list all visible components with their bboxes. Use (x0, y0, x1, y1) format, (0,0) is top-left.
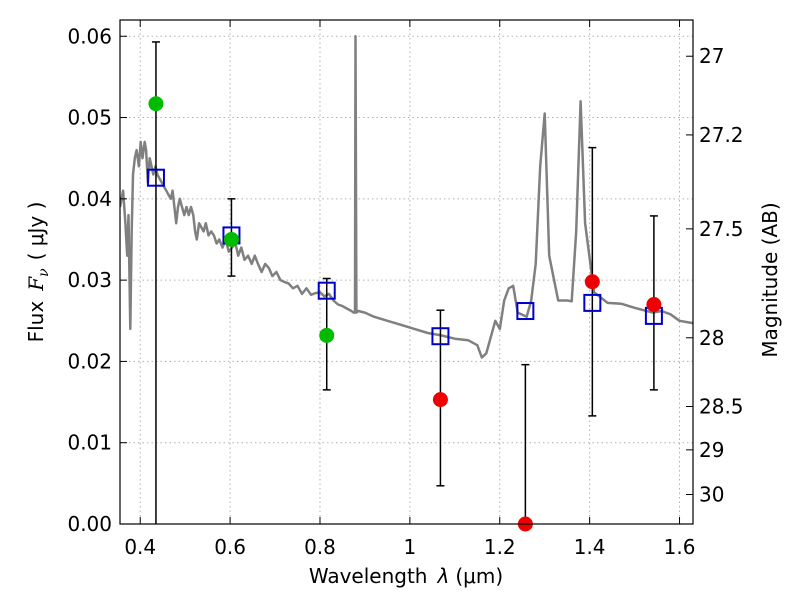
y-tick-label: 0.04 (67, 187, 112, 211)
plot-frame (119, 19, 694, 525)
y-tick-label: 0.06 (67, 24, 112, 48)
detection-point (148, 96, 164, 112)
x-tick-label: 1.6 (664, 535, 696, 559)
y-tick-label: 0.01 (67, 431, 112, 455)
y2-tick-label: 29 (699, 438, 724, 462)
x-tick-label: 0.6 (214, 535, 246, 559)
x-tick-label: 1 (404, 535, 417, 559)
x-axis-label: Wavelength λ (μm) (309, 564, 503, 588)
y2-tick-label: 30 (699, 482, 724, 506)
model-point (146, 168, 165, 187)
model-point (317, 281, 336, 300)
detection-point (319, 327, 335, 343)
y2-tick-label: 28 (699, 326, 724, 350)
x-tick-label: 0.4 (124, 535, 156, 559)
y2-tick-label: 27.5 (699, 217, 744, 241)
model-point (431, 327, 450, 346)
upper-limit-point (432, 392, 448, 408)
observed-points-layer (148, 96, 662, 532)
x-tick-label: 1.4 (574, 535, 606, 559)
y2-tick-label: 27.2 (699, 123, 744, 147)
ticks: 0.4 0.6 0.8 1 1.2 1.4 1.6 0.00 0.01 0.02 0.03 0.04 0… (67, 20, 744, 559)
grid (120, 20, 693, 525)
upper-limit-point (646, 297, 662, 313)
x-tick-label: 0.8 (304, 535, 336, 559)
y2-tick-label: 28.5 (699, 394, 744, 418)
sed-curve-line (120, 35, 693, 359)
model-point (516, 302, 535, 321)
y2-tick-label: 27 (699, 44, 724, 68)
sed-curve-layer (120, 35, 693, 359)
detection-point (223, 231, 239, 247)
x-tick-label: 1.2 (484, 535, 516, 559)
y2-axis-label: Magnitude (AB) (758, 202, 782, 357)
model-point (583, 293, 602, 312)
y-tick-label: 0.03 (67, 268, 112, 292)
y-tick-label: 0.02 (67, 349, 112, 373)
model-points-layer (146, 168, 663, 346)
upper-limit-point (584, 274, 600, 290)
y-axis-label: FluxFν( μJy ) (24, 202, 52, 343)
y-tick-label: 0.00 (67, 512, 112, 536)
y-tick-label: 0.05 (67, 106, 112, 130)
